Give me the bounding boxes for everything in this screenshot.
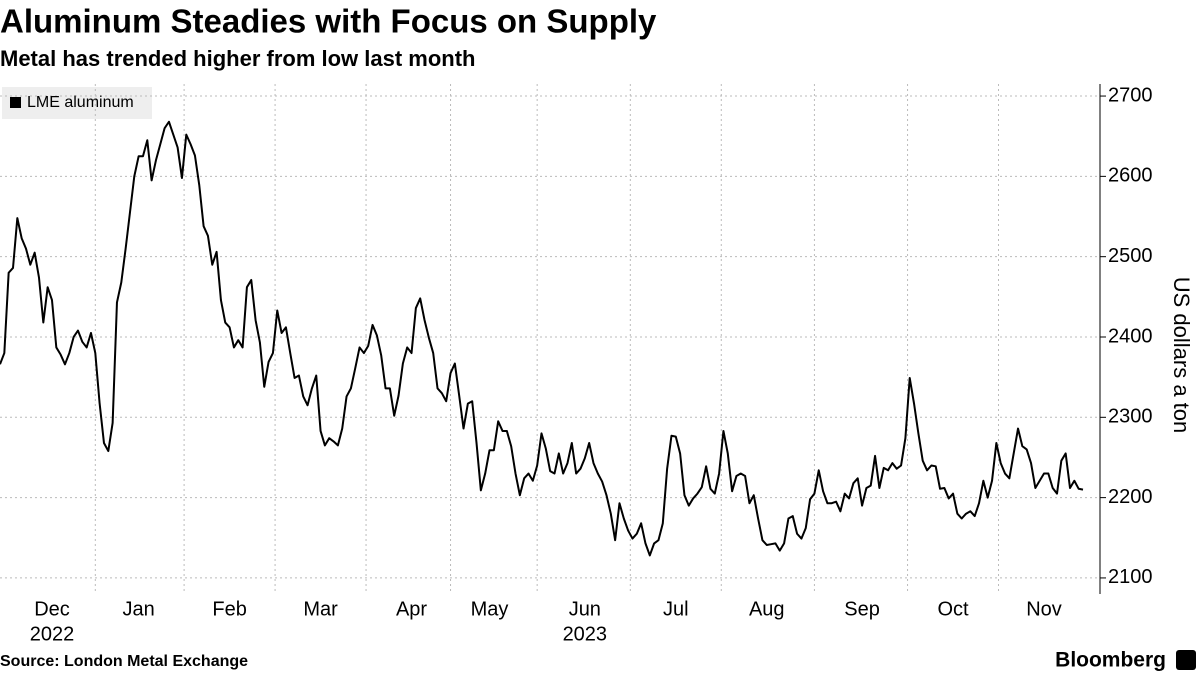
line: [0, 120, 1084, 557]
brand-icon: [1176, 650, 1196, 670]
y-tick-label: 2100: [1108, 566, 1153, 588]
x-tick-label: Nov: [1026, 598, 1062, 620]
x-tick-label: Jan: [122, 598, 154, 620]
chart-subtitle: Metal has trended higher from low last m…: [0, 46, 476, 71]
x-tick-label: Jun: [569, 598, 601, 620]
x-year-label: 2022: [30, 623, 75, 645]
x-tick-label: Jul: [663, 598, 689, 620]
y-tick-label: 2700: [1108, 84, 1153, 106]
x-tick-label: Dec: [34, 598, 70, 620]
x-year-label: 2023: [563, 623, 608, 645]
legend-box: [2, 87, 152, 119]
x-tick-label: Apr: [396, 598, 427, 620]
y-tick-label: 2400: [1108, 325, 1153, 347]
legend-label: LME aluminum: [27, 94, 134, 111]
y-tick-label: 2600: [1108, 165, 1153, 187]
y-tick-label: 2200: [1108, 486, 1153, 508]
x-tick-label: Oct: [937, 598, 969, 620]
x-tick-label: Mar: [303, 598, 338, 620]
chart-title: Aluminum Steadies with Focus on Supply: [0, 3, 657, 40]
x-tick-label: Sep: [844, 598, 880, 620]
x-tick-label: May: [471, 598, 509, 620]
y-tick-label: 2300: [1108, 406, 1153, 428]
source: Source: London Metal Exchange: [0, 653, 248, 670]
x-tick-label: Feb: [212, 598, 246, 620]
legend-swatch: [10, 97, 21, 108]
brand: Bloomberg: [1055, 649, 1166, 672]
y-axis-title: US dollars a ton: [1169, 277, 1194, 434]
x-tick-label: Aug: [749, 598, 785, 620]
y-tick-label: 2500: [1108, 245, 1153, 267]
